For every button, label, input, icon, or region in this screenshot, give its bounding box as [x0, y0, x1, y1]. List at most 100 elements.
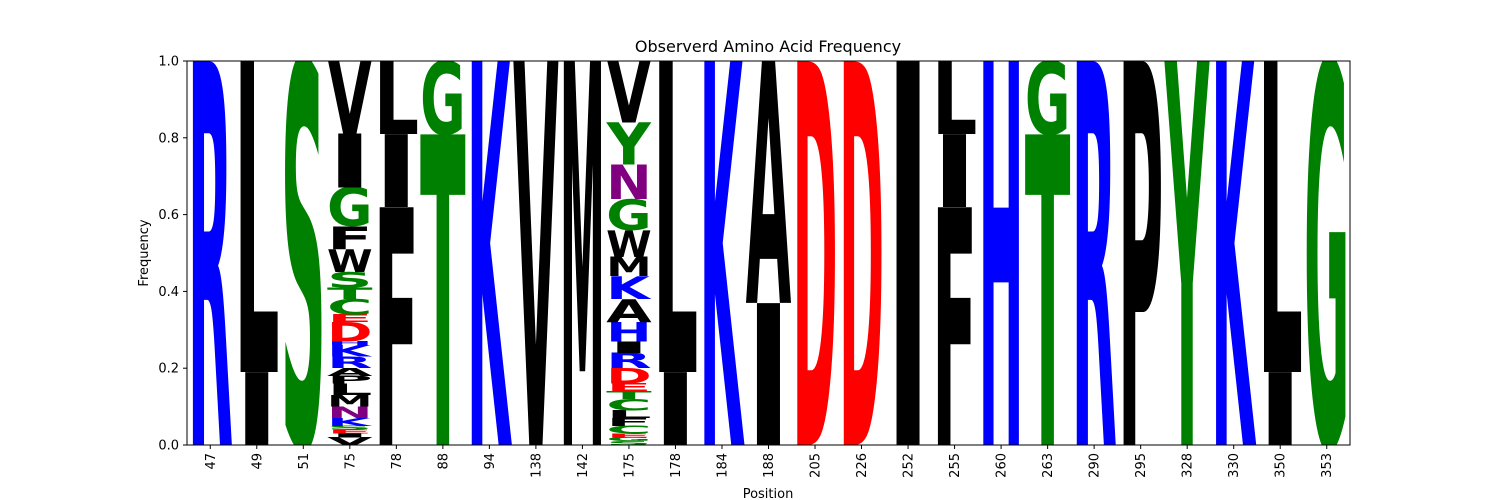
- logo-column-328: Y: [1164, 61, 1210, 445]
- x-tick-label: 328: [1181, 453, 1196, 478]
- logo-letter-T: T: [327, 285, 373, 303]
- logo-column-226: D: [839, 0, 885, 500]
- logo-letter-R: R: [1071, 0, 1117, 500]
- logo-column-138: V: [513, 61, 559, 445]
- logo-letter-I: I: [234, 353, 280, 469]
- logo-letter-L: L: [1257, 0, 1303, 474]
- x-tick-label: 226: [855, 453, 870, 478]
- logo-letter-C: C: [327, 295, 373, 320]
- chart-title: Observerd Amino Acid Frequency: [635, 37, 901, 56]
- logo-column-263: TG: [1025, 42, 1071, 445]
- y-tick-label: 0.2: [158, 362, 179, 377]
- logo-letter-T: T: [420, 50, 466, 500]
- logo-letter-C: C: [606, 424, 652, 436]
- logo-column-252: I: [885, 0, 931, 500]
- y-tick-label: 0.8: [158, 131, 179, 146]
- logo-letter-R: R: [187, 0, 233, 500]
- y-tick-label: 0.6: [158, 208, 179, 223]
- x-tick-label: 260: [995, 453, 1010, 478]
- logo-letter-K: K: [606, 270, 652, 307]
- logo-letter-I: I: [746, 265, 792, 491]
- logo-column-353: G: [1304, 61, 1350, 445]
- logo-letter-G: G: [606, 191, 652, 241]
- logo-letter-F: F: [606, 416, 652, 428]
- logo-letter-R: R: [327, 354, 373, 372]
- logo-letter-M: M: [327, 392, 373, 410]
- logo-letter-F: F: [932, 143, 978, 500]
- logo-column-290: R: [1071, 0, 1117, 500]
- y-tick-label: 1.0: [158, 55, 179, 70]
- logo-column-188: IA: [746, 0, 792, 491]
- x-tick-label: 138: [529, 453, 544, 478]
- logo-letter-I: I: [885, 0, 931, 500]
- logo-column-350: IL: [1257, 0, 1303, 474]
- x-tick-label: 188: [762, 453, 777, 478]
- logo-letter-L: L: [327, 381, 373, 399]
- logo-column-205: D: [792, 0, 838, 500]
- x-tick-label: 290: [1088, 453, 1103, 478]
- logo-letter-L: L: [653, 0, 699, 474]
- x-tick-label: 184: [715, 453, 730, 478]
- x-tick-label: 205: [809, 453, 824, 478]
- x-tick-label: 252: [902, 453, 917, 478]
- logo-letter-R: R: [606, 349, 652, 373]
- logo-letter-G: G: [327, 177, 373, 238]
- logo-column-178: IL: [653, 0, 699, 474]
- x-tick-label: 49: [250, 453, 265, 470]
- logo-letter-G: G: [1025, 42, 1071, 158]
- logo-letter-L: L: [932, 42, 978, 158]
- logo-column-88: TG: [420, 42, 466, 500]
- x-tick-label: 51: [297, 453, 312, 470]
- logo-letter-I: I: [932, 115, 978, 231]
- logo-letter-M: M: [606, 251, 652, 282]
- logo-column-260: H: [978, 0, 1024, 500]
- logo-letter-H: H: [606, 317, 652, 348]
- logo-letter-P: P: [327, 374, 373, 386]
- logo-column-295: P: [1118, 61, 1164, 445]
- x-tick-label: 175: [622, 453, 637, 478]
- logo-letter-I: I: [653, 353, 699, 469]
- logo-letter-E: E: [327, 313, 373, 325]
- logo-letter-S: S: [606, 440, 652, 446]
- logo-letter-H: H: [978, 0, 1024, 500]
- x-tick-label: 353: [1320, 453, 1335, 478]
- logo-letter-V: V: [606, 40, 652, 144]
- x-tick-label: 88: [436, 453, 451, 470]
- logo-letter-E: E: [327, 429, 373, 435]
- logo-letter-F: F: [327, 221, 373, 257]
- logo-letter-D: D: [792, 0, 838, 500]
- logo-letter-K: K: [327, 342, 373, 360]
- logo-letter-L: L: [606, 409, 652, 421]
- logo-letter-C: C: [606, 396, 652, 414]
- plot-border: [186, 60, 1351, 446]
- logo-column-49: IL: [234, 0, 280, 474]
- logo-letter-G: G: [420, 42, 466, 158]
- logo-letter-G: G: [606, 436, 652, 442]
- logo-column-78: FIL: [374, 42, 420, 445]
- logo-letter-S: S: [281, 0, 327, 500]
- logo-letter-L: L: [374, 42, 420, 158]
- logo-letter-K: K: [327, 416, 373, 428]
- logo-letter-A: A: [327, 366, 373, 378]
- logo-column-51: S: [281, 0, 327, 500]
- logo-letter-I: I: [374, 115, 420, 231]
- logo-letter-I: I: [327, 433, 373, 439]
- logo-letter-D: D: [839, 0, 885, 500]
- logo-letter-T: T: [606, 389, 652, 401]
- x-tick-label: 295: [1134, 453, 1149, 478]
- logo-letter-Y: Y: [606, 111, 652, 178]
- logo-letter-H: H: [327, 340, 373, 346]
- logo-letter-L: L: [234, 0, 280, 474]
- x-tick-label: 330: [1227, 453, 1242, 478]
- x-tick-label: 78: [390, 453, 405, 470]
- logo-letter-I: I: [1257, 353, 1303, 469]
- logo-letter-S: S: [327, 268, 373, 293]
- logo-letter-K: K: [467, 0, 513, 500]
- logo-letter-N: N: [327, 404, 373, 422]
- logo-letter-A: A: [746, 0, 792, 382]
- y-tick-label: 0.0: [158, 439, 179, 454]
- logo-letter-I: I: [606, 338, 652, 356]
